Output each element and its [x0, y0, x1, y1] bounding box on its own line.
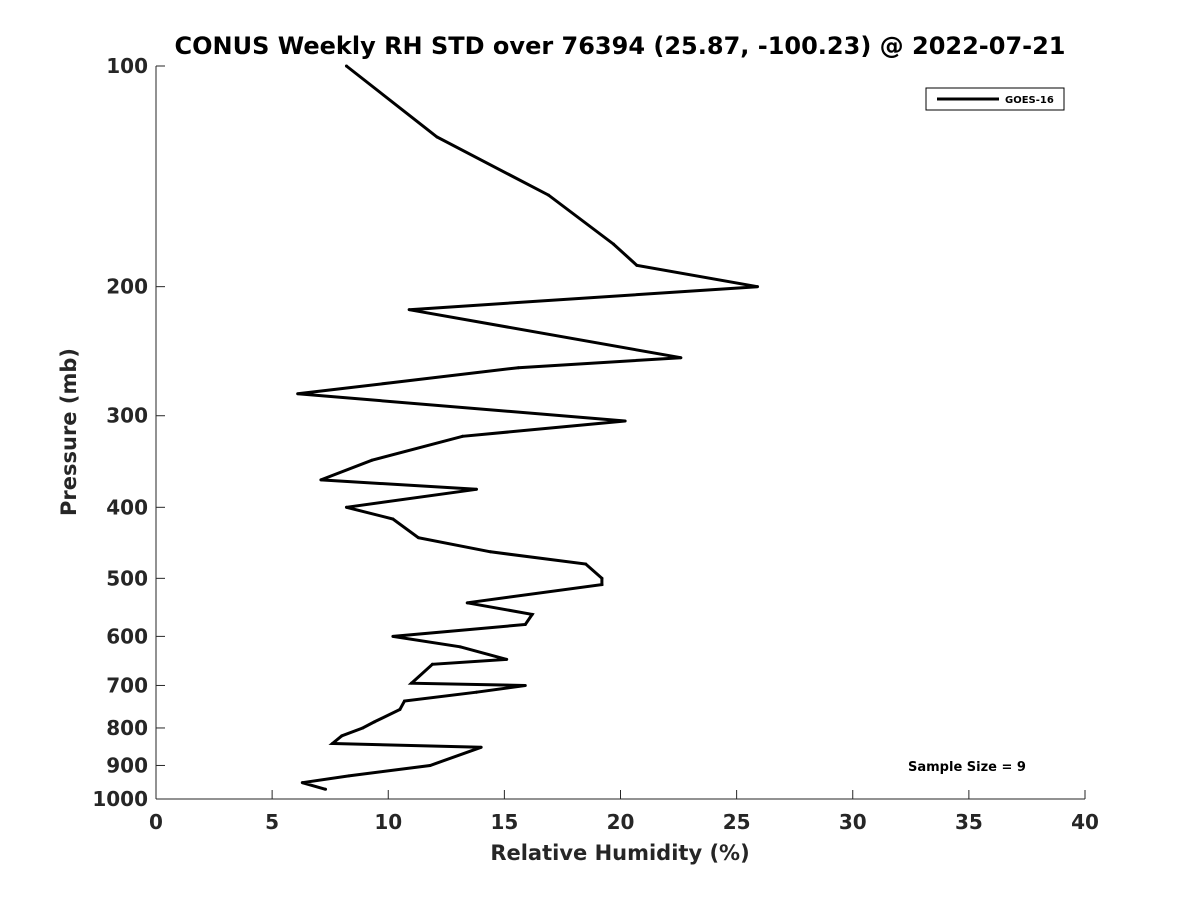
y-tick-label: 100 — [106, 54, 148, 78]
data-point — [370, 458, 374, 462]
legend-label-goes-16: GOES-16 — [1005, 95, 1054, 106]
data-point — [523, 622, 527, 626]
y-tick-label: 800 — [106, 716, 148, 740]
data-point — [372, 720, 376, 724]
x-tick-label: 40 — [1071, 810, 1099, 834]
y-tick-label: 600 — [106, 624, 148, 648]
x-tick-label: 0 — [149, 810, 163, 834]
data-point — [475, 690, 479, 694]
legend: GOES-16 — [925, 87, 1065, 111]
y-tick-label: 200 — [106, 275, 148, 299]
data-point — [340, 734, 344, 738]
data-point — [403, 699, 407, 703]
x-axis-label: Relative Humidity (%) — [490, 841, 749, 865]
data-point — [331, 741, 335, 745]
data-point — [361, 726, 365, 730]
sample-size-annotation: Sample Size = 9 — [908, 760, 1026, 775]
x-tick-label: 20 — [607, 810, 635, 834]
data-point — [430, 662, 434, 666]
data-point — [347, 774, 351, 778]
data-point — [612, 242, 616, 246]
y-tick-label: 500 — [106, 566, 148, 590]
data-point — [600, 583, 604, 587]
y-axis-label: Pressure (mb) — [57, 348, 81, 516]
data-point — [391, 517, 395, 521]
data-point — [623, 419, 627, 423]
data-point — [398, 708, 402, 712]
data-point — [584, 562, 588, 566]
chart-title: CONUS Weekly RH STD over 76394 (25.87, -… — [174, 32, 1065, 60]
data-point — [475, 487, 479, 491]
data-point — [479, 745, 483, 749]
data-point — [635, 263, 639, 267]
data-point — [458, 645, 462, 649]
y-tick-label: 700 — [106, 673, 148, 697]
data-point — [756, 285, 760, 289]
data-point — [435, 135, 439, 139]
data-point — [461, 434, 465, 438]
y-tick-label: 300 — [106, 404, 148, 428]
data-point — [523, 683, 527, 687]
data-point — [344, 505, 348, 509]
data-point — [530, 612, 534, 616]
x-tick-label: 15 — [490, 810, 518, 834]
data-point — [296, 392, 300, 396]
data-point — [516, 366, 520, 370]
x-tick-label: 5 — [265, 810, 279, 834]
data-point — [416, 536, 420, 540]
y-tick-label: 900 — [106, 753, 148, 777]
y-tick-label: 1000 — [92, 787, 148, 811]
data-point — [679, 356, 683, 360]
y-tick-label: 400 — [106, 495, 148, 519]
data-point — [600, 576, 604, 580]
x-tick-label: 10 — [374, 810, 402, 834]
x-tick-label: 25 — [723, 810, 751, 834]
x-tick-label: 30 — [839, 810, 867, 834]
x-tick-label: 35 — [955, 810, 983, 834]
data-point — [505, 657, 509, 661]
data-point — [391, 634, 395, 638]
data-point — [409, 681, 413, 685]
data-point — [344, 64, 348, 68]
data-point — [547, 193, 551, 197]
data-point — [407, 308, 411, 312]
data-point — [428, 763, 432, 767]
data-point — [300, 781, 304, 785]
data-point — [488, 550, 492, 554]
data-point — [319, 478, 323, 482]
data-point — [324, 787, 328, 791]
data-point — [465, 601, 469, 605]
